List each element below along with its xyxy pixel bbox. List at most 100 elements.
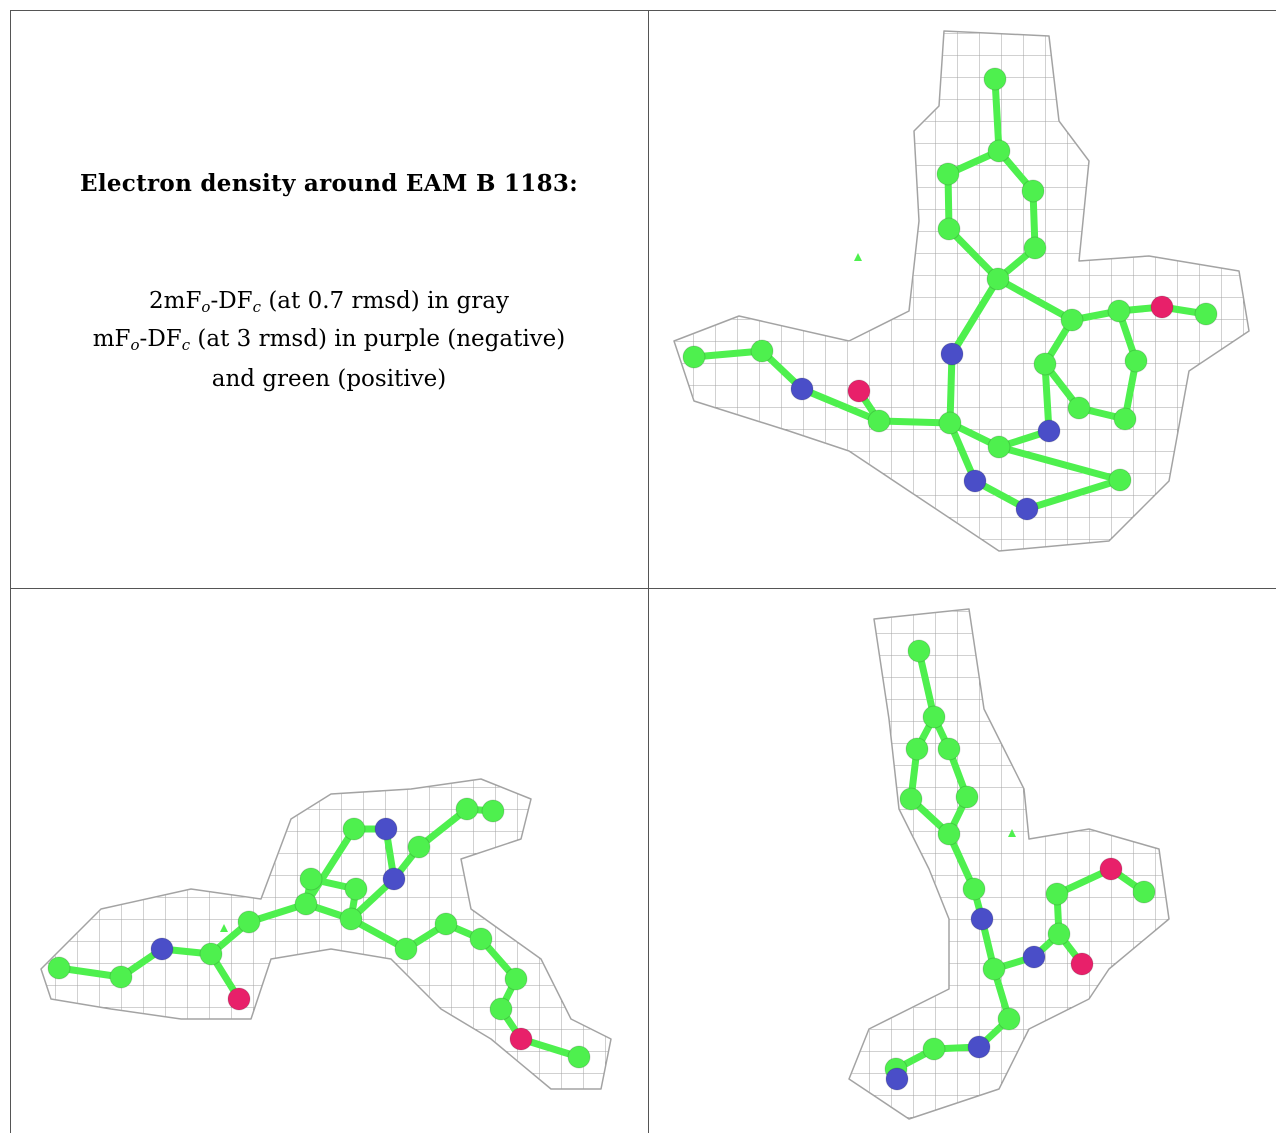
carbon-atom bbox=[394, 937, 418, 961]
bond bbox=[302, 825, 358, 908]
caption-cell: Electron density around EAM B 1183: 2mFo… bbox=[10, 10, 648, 588]
nitrogen-atom bbox=[1015, 497, 1039, 521]
carbon-atom bbox=[986, 267, 1010, 291]
figure-grid: Electron density around EAM B 1183: 2mFo… bbox=[10, 10, 1276, 1133]
carbon-atom bbox=[987, 139, 1011, 163]
bond bbox=[948, 275, 1002, 358]
carbon-atom bbox=[109, 965, 133, 989]
carbon-atom bbox=[299, 867, 323, 891]
carbon-atom bbox=[907, 639, 931, 663]
nitrogen-atom bbox=[963, 469, 987, 493]
oxygen-atom bbox=[1070, 952, 1094, 976]
carbon-atom bbox=[922, 705, 946, 729]
carbon-atom bbox=[682, 345, 706, 369]
grid-line-center bbox=[10, 588, 1276, 589]
oxygen-atom bbox=[509, 1027, 533, 1051]
grid-line-left bbox=[10, 10, 11, 1133]
carbon-atom bbox=[481, 799, 505, 823]
bond bbox=[946, 350, 956, 427]
carbon-atom bbox=[867, 409, 891, 433]
carbon-atom bbox=[339, 907, 363, 931]
grid-line-middle bbox=[648, 10, 649, 1133]
carbon-atom bbox=[489, 997, 513, 1021]
caption-line-3: and green (positive) bbox=[211, 366, 447, 392]
view-top-right bbox=[649, 11, 1276, 588]
carbon-atom bbox=[750, 339, 774, 363]
oxygen-atom bbox=[1150, 295, 1174, 319]
carbon-atom bbox=[237, 910, 261, 934]
carbon-atom bbox=[469, 927, 493, 951]
carbon-atom bbox=[962, 877, 986, 901]
density-mesh bbox=[40, 778, 612, 1090]
carbon-atom bbox=[1108, 468, 1132, 492]
carbon-atom bbox=[982, 957, 1006, 981]
carbon-atom bbox=[937, 737, 961, 761]
nitrogen-atom bbox=[1022, 945, 1046, 969]
carbon-atom bbox=[938, 411, 962, 435]
oxygen-atom bbox=[227, 987, 251, 1011]
carbon-atom bbox=[567, 1045, 591, 1069]
nitrogen-atom bbox=[1037, 419, 1061, 443]
carbon-atom bbox=[905, 737, 929, 761]
carbon-atom bbox=[1132, 880, 1156, 904]
bond bbox=[994, 275, 1076, 324]
carbon-atom bbox=[997, 1007, 1021, 1031]
carbon-atom bbox=[1194, 302, 1218, 326]
bond bbox=[995, 443, 1124, 484]
carbon-atom bbox=[344, 877, 368, 901]
nitrogen-atom bbox=[885, 1067, 909, 1091]
carbon-atom bbox=[1023, 236, 1047, 260]
carbon-atom bbox=[1113, 407, 1137, 431]
positive-density-blob bbox=[854, 253, 862, 261]
carbon-atom bbox=[1047, 922, 1071, 946]
carbon-atom bbox=[937, 217, 961, 241]
bond bbox=[690, 347, 766, 361]
carbon-atom bbox=[1067, 396, 1091, 420]
carbon-atom bbox=[1124, 349, 1148, 373]
carbon-atom bbox=[937, 822, 961, 846]
carbon-atom bbox=[1021, 179, 1045, 203]
carbon-atom bbox=[1033, 352, 1057, 376]
carbon-atom bbox=[434, 912, 458, 936]
bond bbox=[875, 417, 954, 427]
carbon-atom bbox=[47, 956, 71, 980]
carbon-atom bbox=[955, 785, 979, 809]
carbon-atom bbox=[1045, 882, 1069, 906]
nitrogen-atom bbox=[382, 867, 406, 891]
bond bbox=[798, 385, 883, 425]
carbon-atom bbox=[455, 797, 479, 821]
molecule-view-end bbox=[848, 608, 1170, 1120]
view-bottom-left bbox=[11, 589, 648, 1133]
grid-line-top bbox=[10, 10, 1276, 11]
carbon-atom bbox=[987, 435, 1011, 459]
carbon-atom bbox=[936, 162, 960, 186]
carbon-atom bbox=[199, 942, 223, 966]
oxygen-atom bbox=[847, 379, 871, 403]
bond bbox=[915, 647, 938, 721]
nitrogen-atom bbox=[374, 817, 398, 841]
view-bottom-right bbox=[649, 589, 1276, 1133]
caption-line-2: mFo-DFc (at 3 rmsd) in purple (negative) bbox=[92, 326, 566, 354]
carbon-atom bbox=[899, 787, 923, 811]
positive-density-blob bbox=[220, 924, 228, 932]
bond bbox=[1041, 360, 1053, 435]
nitrogen-atom bbox=[790, 377, 814, 401]
carbon-atom bbox=[504, 967, 528, 991]
carbon-atom bbox=[1060, 308, 1084, 332]
carbon-atom bbox=[294, 892, 318, 916]
nitrogen-atom bbox=[970, 907, 994, 931]
carbon-atom bbox=[342, 817, 366, 841]
nitrogen-atom bbox=[967, 1035, 991, 1059]
nitrogen-atom bbox=[150, 937, 174, 961]
density-mesh bbox=[848, 608, 1170, 1120]
caption-title: Electron density around EAM B 1183: bbox=[79, 170, 579, 197]
molecule-view-top bbox=[673, 30, 1250, 552]
bond bbox=[1023, 476, 1124, 513]
nitrogen-atom bbox=[940, 342, 964, 366]
carbon-atom bbox=[922, 1037, 946, 1061]
density-mesh bbox=[673, 30, 1250, 552]
carbon-atom bbox=[407, 835, 431, 859]
carbon-atom bbox=[1107, 299, 1131, 323]
carbon-atom bbox=[983, 67, 1007, 91]
bond bbox=[991, 75, 1003, 155]
